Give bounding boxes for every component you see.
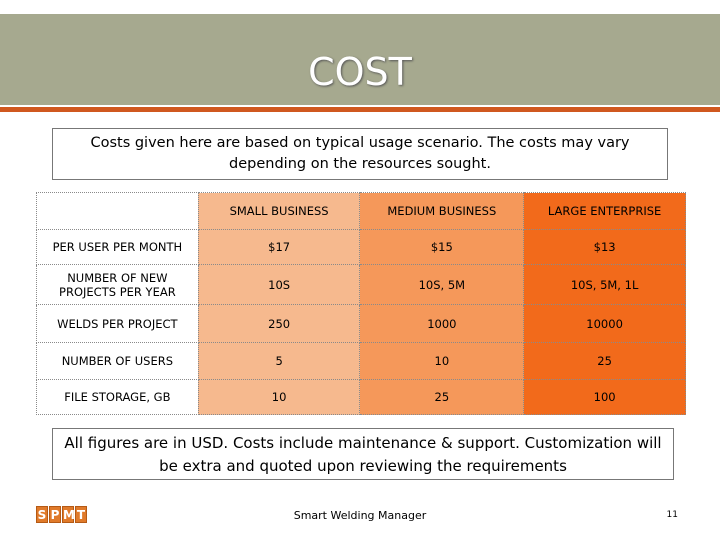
table-corner-cell	[36, 192, 199, 230]
row-label: PER USER PER MONTH	[36, 229, 199, 265]
row-label: NUMBER OF USERS	[36, 342, 199, 380]
table-row: WELDS PER PROJECT 250 1000 10000	[36, 304, 686, 343]
cell-medium: 1000	[359, 304, 525, 343]
cell-small: 10S	[197, 264, 361, 305]
cell-small: 5	[197, 342, 361, 380]
table-row: PER USER PER MONTH $17 $15 $13	[36, 229, 686, 265]
footer-note: All figures are in USD. Costs include ma…	[52, 428, 674, 480]
cell-medium: 10	[359, 342, 525, 380]
row-label: NUMBER OF NEW PROJECTS PER YEAR	[36, 264, 199, 305]
cell-medium: 10S, 5M	[359, 264, 525, 305]
column-header-small: SMALL BUSINESS	[197, 192, 361, 230]
cell-large: 100	[523, 379, 686, 415]
logo-letter: P	[49, 506, 61, 523]
slide-title: COST	[308, 50, 412, 94]
cell-small: 250	[197, 304, 361, 343]
column-header-medium: MEDIUM BUSINESS	[359, 192, 525, 230]
cell-small: $17	[197, 229, 361, 265]
page-number: 11	[666, 510, 678, 520]
column-header-large: LARGE ENTERPRISE	[523, 192, 686, 230]
accent-divider	[0, 107, 720, 112]
intro-note: Costs given here are based on typical us…	[52, 128, 668, 180]
table-row: NUMBER OF NEW PROJECTS PER YEAR 10S 10S,…	[36, 264, 686, 305]
cell-medium: $15	[359, 229, 525, 265]
cell-large: 10000	[523, 304, 686, 343]
logo-letter: S	[36, 506, 48, 523]
spmt-logo: S P M T	[36, 506, 87, 523]
footer-product-name: Smart Welding Manager	[293, 509, 427, 522]
cell-small: 10	[197, 379, 361, 415]
row-label: WELDS PER PROJECT	[36, 304, 199, 343]
cell-large: 10S, 5M, 1L	[523, 264, 686, 305]
cell-large: 25	[523, 342, 686, 380]
title-bar: COST	[0, 14, 720, 105]
table-row: NUMBER OF USERS 5 10 25	[36, 342, 686, 380]
cell-medium: 25	[359, 379, 525, 415]
row-label: FILE STORAGE, GB	[36, 379, 199, 415]
table-row: FILE STORAGE, GB 10 25 100	[36, 379, 686, 415]
logo-letter: M	[62, 506, 75, 523]
logo-letter: T	[75, 506, 87, 523]
cost-table: SMALL BUSINESS MEDIUM BUSINESS LARGE ENT…	[36, 192, 686, 415]
table-header-row: SMALL BUSINESS MEDIUM BUSINESS LARGE ENT…	[36, 192, 686, 230]
cell-large: $13	[523, 229, 686, 265]
